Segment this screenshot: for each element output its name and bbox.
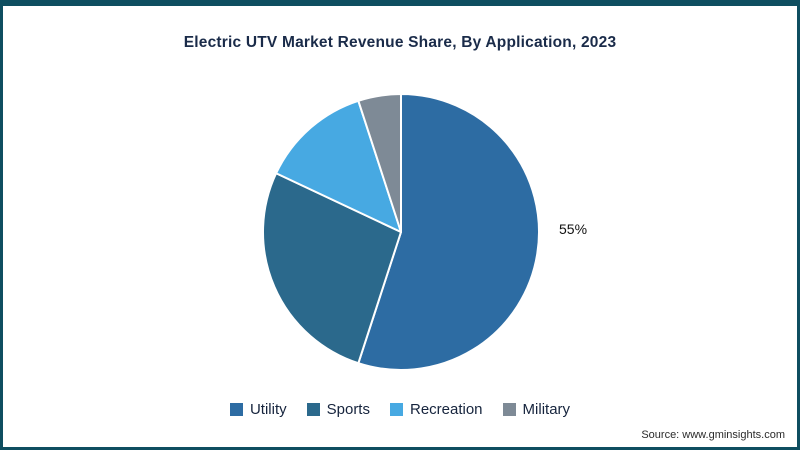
- legend-swatch-icon: [389, 403, 403, 416]
- legend-item-utility: Utility: [229, 401, 287, 418]
- chart-legend: Utility Sports Recreation Military: [3, 401, 797, 418]
- pie-chart: [262, 93, 540, 371]
- legend-swatch-icon: [502, 403, 516, 416]
- pie-slice-utility: [357, 93, 540, 371]
- legend-swatch-icon: [306, 403, 320, 416]
- legend-item-military: Military: [502, 401, 571, 418]
- legend-label: Military: [522, 401, 571, 418]
- legend-item-recreation: Recreation: [389, 401, 483, 418]
- pie-slice-sports: [262, 172, 402, 365]
- data-label-utility: 55%: [559, 221, 588, 237]
- legend-swatch-icon: [229, 403, 243, 416]
- legend-label: Utility: [249, 401, 287, 418]
- legend-label: Sports: [326, 401, 370, 418]
- legend-item-sports: Sports: [306, 401, 370, 418]
- legend-label: Recreation: [409, 401, 483, 418]
- source-note: Source: www.gminsights.com: [641, 429, 785, 441]
- chart-title: Electric UTV Market Revenue Share, By Ap…: [183, 34, 617, 51]
- pie-slice-military: [357, 93, 402, 233]
- pie-slice-recreation: [275, 99, 402, 233]
